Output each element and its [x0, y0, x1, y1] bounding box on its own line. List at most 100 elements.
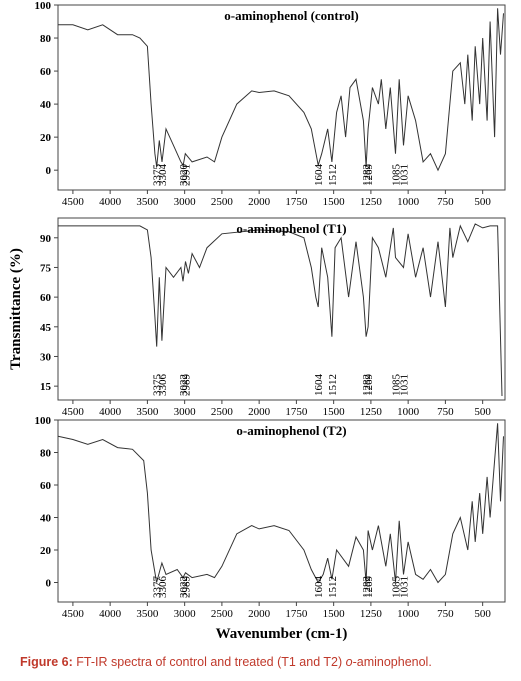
y-tick-label: 60: [40, 480, 52, 492]
peak-label: 1282: [361, 576, 373, 598]
chart-title: o-aminophenol (T2): [236, 423, 346, 438]
caption-italic: o: [345, 655, 353, 669]
y-tick-label: 40: [40, 99, 52, 111]
x-tick-label: 4000: [99, 196, 122, 208]
x-tick-label: 750: [437, 608, 454, 620]
x-tick-label: 3000: [174, 406, 197, 418]
y-tick-label: 100: [35, 0, 52, 12]
spectrum-line: [58, 8, 504, 172]
caption-end: -aminophenol.: [352, 655, 432, 669]
peak-label: 1512: [327, 576, 339, 598]
peak-label: 3375: [152, 374, 164, 397]
x-tick-label: 1250: [360, 196, 383, 208]
x-tick-label: 500: [474, 608, 491, 620]
x-tick-label: 2000: [248, 196, 271, 208]
y-tick-label: 0: [46, 578, 52, 590]
x-tick-label: 4500: [62, 608, 85, 620]
x-tick-label: 1750: [285, 196, 308, 208]
x-tick-label: 3000: [174, 196, 197, 208]
peak-label: 1282: [361, 164, 373, 186]
x-tick-label: 2000: [248, 406, 271, 418]
chart-title: o-aminophenol (control): [224, 8, 358, 23]
y-tick-label: 75: [40, 262, 52, 274]
chart-title: o-aminophenol (T1): [236, 221, 346, 236]
peak-label: 1604: [313, 164, 325, 187]
x-tick-label: 2000: [248, 608, 271, 620]
x-tick-label: 3500: [136, 406, 159, 418]
y-tick-label: 80: [40, 33, 52, 45]
y-tick-label: 60: [40, 292, 52, 304]
x-tick-label: 500: [474, 196, 491, 208]
caption: Figure 6: FT-IR spectra of control and t…: [20, 655, 515, 669]
peak-label: 1031: [399, 374, 411, 396]
peak-label: 1085: [390, 576, 402, 599]
peak-label: 1604: [313, 576, 325, 599]
y-tick-label: 0: [46, 165, 52, 177]
peak-label: 1031: [399, 576, 411, 598]
spectrum-line: [57, 423, 504, 584]
y-tick-label: 30: [40, 351, 52, 363]
plot-frame: [57, 217, 506, 401]
caption-label: Figure 6:: [20, 655, 73, 669]
peak-label: 3306: [157, 374, 169, 397]
peak-label: 3306: [157, 576, 169, 599]
y-tick-label: 60: [40, 66, 52, 78]
y-tick-label: 20: [40, 132, 52, 144]
peak-label: 3375: [152, 164, 164, 187]
plot-frame: [57, 419, 506, 603]
y-tick-label: 40: [40, 513, 52, 525]
x-tick-label: 1250: [360, 608, 383, 620]
peak-label: 2991: [180, 164, 192, 186]
peak-label: 3022: [178, 374, 190, 396]
x-tick-label: 1250: [360, 406, 383, 418]
x-tick-label: 1000: [397, 406, 420, 418]
x-tick-label: 1000: [397, 196, 420, 208]
y-tick-label: 20: [40, 545, 52, 557]
x-tick-label: 1500: [323, 608, 346, 620]
x-tick-label: 1500: [323, 196, 346, 208]
peak-label: 3304: [157, 164, 169, 187]
x-tick-label: 1000: [397, 608, 420, 620]
peak-label: 3377: [152, 576, 164, 599]
x-tick-label: 2500: [211, 196, 234, 208]
caption-text: FT-IR spectra of control and treated (T1…: [76, 655, 346, 669]
x-tick-label: 4000: [99, 608, 122, 620]
x-tick-label: 4500: [62, 406, 85, 418]
peak-label: 2989: [180, 576, 192, 599]
peak-label: 1604: [313, 374, 325, 397]
x-tick-label: 4500: [62, 196, 85, 208]
plot-frame: [57, 4, 506, 191]
peak-label: 1512: [327, 164, 339, 186]
peak-label: 1031: [399, 164, 411, 186]
y-tick-label: 100: [35, 415, 52, 427]
x-tick-label: 3000: [174, 608, 197, 620]
peak-label: 1085: [390, 164, 402, 187]
peak-label: 1085: [390, 374, 402, 397]
x-tick-label: 1750: [285, 406, 308, 418]
y-tick-label: 45: [40, 322, 52, 334]
y-tick-label: 90: [40, 233, 52, 245]
y-tick-label: 15: [40, 381, 52, 393]
peak-label: 1269: [363, 164, 375, 187]
peak-label: 1269: [363, 374, 375, 397]
x-tick-label: 500: [474, 406, 491, 418]
figure: 0 20 40 60 80 100 4500 4000 3500 3000 2500 2000 1750…: [8, 0, 506, 642]
x-tick-label: 4000: [99, 406, 122, 418]
spectrum-line: [58, 223, 503, 397]
peak-label: 1269: [363, 576, 375, 599]
peak-label: 1512: [327, 374, 339, 396]
x-tick-label: 2500: [211, 608, 234, 620]
x-tick-label: 1750: [285, 608, 308, 620]
peak-label: 2989: [180, 374, 192, 397]
x-tick-label: 3500: [136, 608, 159, 620]
y-tick-label: 80: [40, 448, 52, 460]
x-tick-label: 750: [437, 406, 454, 418]
peak-label: 3020: [178, 164, 190, 187]
peak-label: 1282: [361, 374, 373, 396]
x-tick-label: 3500: [136, 196, 159, 208]
x-tick-label: 1500: [323, 406, 346, 418]
x-axis-label: Wavenumber (cm-1): [216, 626, 348, 642]
x-tick-label: 2500: [211, 406, 234, 418]
peak-label: 3022: [178, 576, 190, 598]
x-tick-label: 750: [437, 196, 454, 208]
